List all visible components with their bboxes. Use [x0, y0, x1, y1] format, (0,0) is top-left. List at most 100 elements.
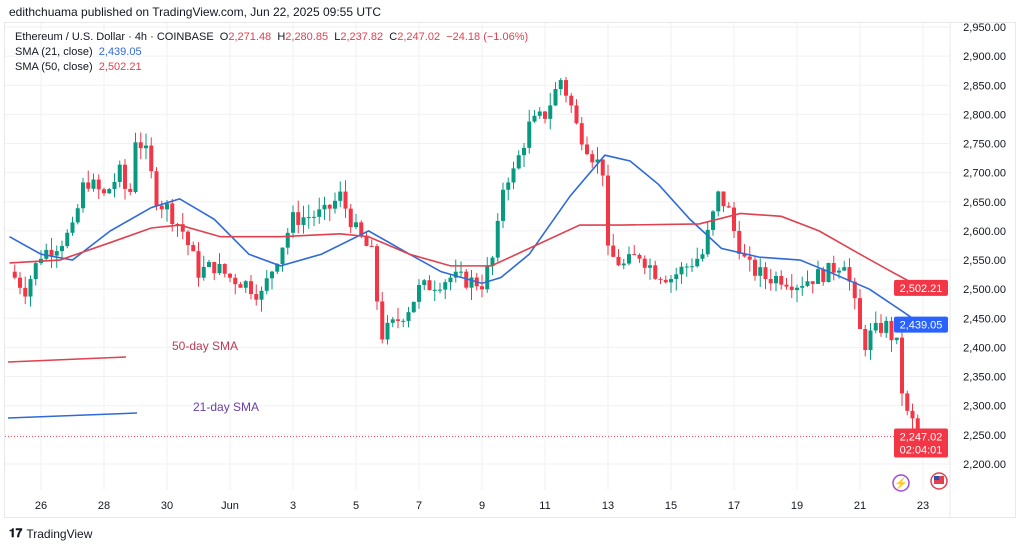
- candle-down: [606, 175, 610, 246]
- sma50-axis-label-bg: [894, 279, 948, 296]
- candle-up: [54, 251, 59, 256]
- candle-up: [868, 330, 873, 351]
- candle-down: [732, 207, 736, 231]
- candle-up: [516, 155, 521, 169]
- candle-down: [149, 145, 154, 172]
- candle-up: [91, 179, 96, 189]
- sma21-row[interactable]: SMA (21, close) 2,439.05: [15, 45, 528, 60]
- x-tick-label: 30: [161, 500, 173, 512]
- low-label: L: [334, 31, 341, 43]
- candle-down: [879, 322, 883, 333]
- sma50-axis-label: 2,502.21: [900, 283, 943, 295]
- sma21-label: SMA (21, close): [15, 46, 93, 58]
- sma21-axis-label-bg: [894, 316, 948, 333]
- candle-down: [658, 278, 663, 280]
- candle-down: [364, 235, 369, 246]
- x-tick-label: 26: [35, 500, 47, 512]
- candle-down: [369, 245, 374, 247]
- candle-down: [138, 142, 143, 149]
- candle-up: [422, 280, 427, 285]
- candle-down: [175, 223, 180, 225]
- candle-down: [611, 245, 616, 257]
- sma50-label: SMA (50, close): [15, 61, 93, 73]
- candle-down: [12, 271, 17, 278]
- candle-down: [831, 262, 836, 273]
- y-tick-label: 2,600.00: [963, 226, 1006, 238]
- candle-up: [669, 279, 673, 283]
- candle-up: [884, 320, 889, 333]
- annotation-50-line: [7, 356, 127, 363]
- y-tick-label: 2,750.00: [963, 139, 1006, 151]
- x-tick-label: 21: [854, 500, 866, 512]
- y-tick-label: 2,800.00: [963, 109, 1006, 121]
- x-tick-label: 19: [791, 500, 803, 512]
- y-tick-label: 2,500.00: [963, 284, 1006, 296]
- bar-countdown: 02:04:01: [900, 445, 943, 457]
- candle-up: [774, 275, 778, 284]
- x-tick-label: 3: [290, 500, 296, 512]
- candle-down: [784, 284, 789, 287]
- candle-up: [443, 282, 448, 290]
- candle-up: [107, 189, 112, 194]
- candle-up: [842, 267, 847, 271]
- candle-down: [585, 144, 589, 155]
- candle-down: [900, 337, 904, 394]
- y-tick-label: 2,350.00: [963, 372, 1006, 384]
- candle-down: [128, 188, 133, 192]
- sma21-value: 2,439.05: [98, 46, 142, 58]
- candle-up: [270, 271, 274, 279]
- us-flag-icon-canton: [934, 476, 939, 480]
- candle-down: [249, 281, 253, 295]
- candle-down: [789, 286, 794, 291]
- candle-up: [322, 204, 327, 210]
- candle-down: [852, 281, 857, 299]
- candle-down: [637, 254, 642, 259]
- candle-down: [753, 259, 757, 276]
- candle-down: [747, 256, 752, 260]
- candle-down: [910, 410, 915, 419]
- candle-up: [291, 212, 295, 233]
- candle-up: [537, 111, 542, 116]
- candle-down: [579, 123, 584, 145]
- candle-up: [459, 271, 463, 273]
- candle-up: [873, 322, 878, 331]
- candle-up: [133, 142, 138, 192]
- brand-text: TradingView: [26, 526, 93, 541]
- candle-down: [49, 249, 54, 256]
- candle-up: [558, 80, 563, 90]
- chart-frame[interactable]: [4, 22, 1016, 518]
- x-tick-label: 28: [98, 500, 110, 512]
- candle-up: [280, 247, 285, 265]
- candle-up: [81, 182, 85, 209]
- candle-up: [469, 277, 474, 288]
- y-tick-label: 2,550.00: [963, 255, 1006, 267]
- candle-up: [674, 274, 679, 280]
- tradingview-logo[interactable]: 𝟏𝟕 TradingView: [9, 526, 92, 541]
- y-tick-label: 2,450.00: [963, 313, 1006, 325]
- candle-down: [737, 230, 742, 254]
- candle-up: [705, 229, 710, 255]
- symbol-name[interactable]: Ethereum / U.S. Dollar · 4h · COINBASE: [15, 31, 214, 43]
- candle-up: [627, 254, 631, 264]
- candle-down: [348, 208, 353, 228]
- flash-icon-glyph: ⚡: [894, 477, 908, 490]
- candle-down: [847, 267, 852, 282]
- candle-up: [532, 115, 537, 122]
- candle-down: [858, 298, 862, 329]
- y-tick-label: 2,300.00: [963, 401, 1006, 413]
- sma21-axis-label: 2,439.05: [900, 320, 943, 332]
- candle-up: [621, 263, 626, 266]
- candle-down: [915, 418, 920, 430]
- y-tick-label: 2,200.00: [963, 459, 1006, 471]
- candle-up: [648, 265, 652, 268]
- last-price-label: 2,247.02: [900, 432, 943, 444]
- candle-up: [259, 290, 264, 300]
- candle-down: [569, 95, 574, 106]
- candle-down: [642, 258, 647, 268]
- open-label: O: [219, 31, 229, 43]
- y-tick-label: 2,950.00: [963, 22, 1006, 34]
- sma50-row[interactable]: SMA (50, close) 2,502.21: [15, 60, 528, 75]
- candle-up: [312, 216, 316, 218]
- symbol-ohlc-row: Ethereum / U.S. Dollar · 4h · COINBASE O…: [15, 30, 528, 45]
